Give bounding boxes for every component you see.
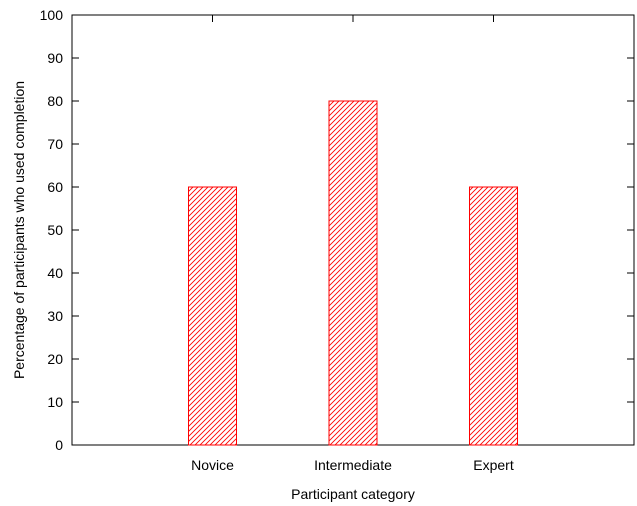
y-tick-label: 100 (40, 7, 64, 23)
y-axis-title: Percentage of participants who used comp… (11, 81, 27, 379)
x-tick-label-intermediate: Intermediate (314, 457, 392, 473)
y-tick-label: 80 (47, 93, 63, 109)
y-axis-tick-labels: 0 10 20 30 40 50 60 70 80 90 100 (40, 7, 64, 453)
y-tick-label: 30 (47, 308, 63, 324)
y-tick-label: 10 (47, 394, 63, 410)
bars-group (188, 100, 518, 446)
x-tick-label-expert: Expert (473, 457, 514, 473)
x-axis-tick-labels: Novice Intermediate Expert (191, 457, 514, 473)
bar-expert (469, 186, 518, 446)
x-axis-title: Participant category (291, 486, 415, 502)
x-tick-label-novice: Novice (191, 457, 234, 473)
bar-novice (188, 186, 237, 446)
y-tick-label: 50 (47, 222, 63, 238)
y-tick-label: 40 (47, 265, 63, 281)
y-tick-label: 60 (47, 179, 63, 195)
bar-intermediate (328, 100, 378, 446)
y-tick-label: 70 (47, 136, 63, 152)
y-tick-label: 90 (47, 50, 63, 66)
y-tick-label: 0 (55, 437, 63, 453)
y-tick-label: 20 (47, 351, 63, 367)
